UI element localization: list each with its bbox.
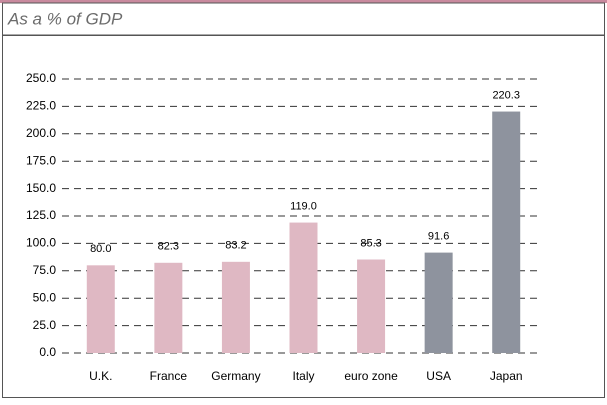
y-tick-label: 250.0 [26, 71, 56, 85]
value-label: 119.0 [290, 200, 317, 212]
chart-title: As a % of GDP [7, 9, 123, 28]
bar [221, 261, 250, 353]
value-label: 85.3 [360, 237, 381, 249]
y-tick-label: 150.0 [26, 181, 56, 195]
bar [86, 265, 115, 353]
x-tick-label: Japan [490, 369, 523, 383]
value-label: 80.0 [90, 243, 111, 255]
value-label: 91.6 [428, 231, 449, 243]
y-tick-label: 125.0 [26, 208, 56, 222]
y-tick-label: 225.0 [26, 99, 56, 113]
x-tick-label: Italy [292, 369, 314, 383]
bar [154, 262, 183, 353]
y-tick-label: 100.0 [26, 236, 56, 250]
y-tick-label: 25.0 [33, 318, 57, 332]
x-tick-label: U.K. [89, 369, 112, 383]
y-tick-label: 75.0 [33, 263, 57, 277]
value-label: 82.3 [158, 241, 179, 253]
y-tick-label: 175.0 [26, 153, 56, 167]
y-tick-label: 50.0 [33, 290, 57, 304]
bar [289, 222, 318, 353]
bar [424, 252, 453, 353]
value-label: 83.2 [225, 240, 246, 252]
x-tick-label: France [150, 369, 188, 383]
bar [357, 259, 386, 353]
x-tick-label: Germany [211, 369, 260, 383]
header-box [2, 2, 605, 36]
value-label: 220.3 [492, 89, 520, 101]
x-tick-label: euro zone [344, 369, 398, 383]
bar [492, 111, 521, 353]
x-tick-label: USA [426, 369, 451, 383]
y-tick-label: 0.0 [39, 345, 56, 359]
y-tick-label: 200.0 [26, 126, 56, 140]
plot-frame [2, 35, 605, 398]
